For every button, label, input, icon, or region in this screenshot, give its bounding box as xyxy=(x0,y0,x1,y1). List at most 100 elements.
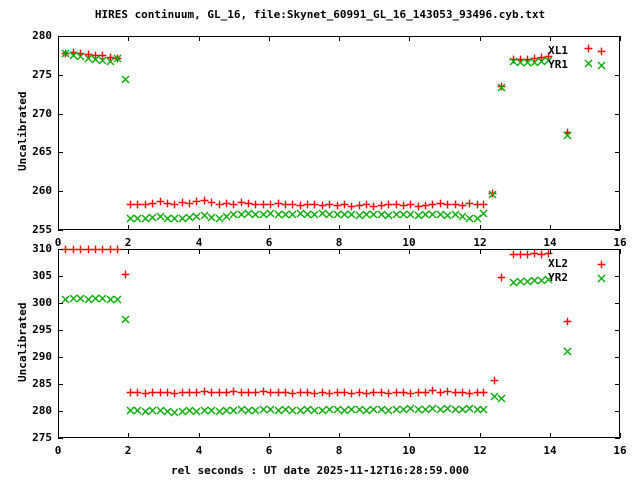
y-tick-mark xyxy=(58,249,63,250)
x-tick-mark xyxy=(58,433,59,438)
y-tick-mark xyxy=(58,276,63,277)
y-tick-label: 270 xyxy=(32,107,52,120)
x-tick-mark xyxy=(128,225,129,230)
y-tick-mark xyxy=(615,36,620,37)
legend-label: XL1 xyxy=(548,44,568,57)
legend-label: XL2 xyxy=(548,257,568,270)
x-tick-label: 10 xyxy=(402,236,416,249)
x-tick-mark xyxy=(409,433,410,438)
legend-marker-plus-icon xyxy=(597,46,606,59)
y-tick-label: 300 xyxy=(32,296,52,309)
x-tick-mark xyxy=(339,36,340,41)
x-tick-label: 8 xyxy=(335,444,343,457)
y-tick-mark xyxy=(615,384,620,385)
x-tick-mark xyxy=(199,36,200,41)
y-tick-mark xyxy=(615,114,620,115)
legend-marker-cross-icon xyxy=(597,60,606,73)
y-tick-mark xyxy=(615,75,620,76)
x-tick-mark xyxy=(339,249,340,254)
y-tick-label: 255 xyxy=(32,223,52,236)
x-tick-label: 12 xyxy=(473,236,487,249)
x-tick-mark xyxy=(620,225,621,230)
x-tick-mark xyxy=(199,433,200,438)
x-tick-mark xyxy=(480,249,481,254)
x-tick-label: 14 xyxy=(543,236,557,249)
y-tick-label: 275 xyxy=(32,68,52,81)
x-tick-mark xyxy=(550,36,551,41)
x-tick-mark xyxy=(620,249,621,254)
x-tick-mark xyxy=(409,225,410,230)
y-tick-mark xyxy=(58,152,63,153)
x-tick-label: 16 xyxy=(613,236,627,249)
y-tick-mark xyxy=(615,230,620,231)
x-tick-mark xyxy=(199,225,200,230)
x-tick-mark xyxy=(550,225,551,230)
y-tick-mark xyxy=(58,384,63,385)
legend-label: YR2 xyxy=(548,271,568,284)
x-tick-label: 14 xyxy=(543,444,557,457)
legend-marker-cross-icon xyxy=(597,273,606,286)
legend-entry-xl1: XL1 xyxy=(502,44,612,58)
x-tick-mark xyxy=(620,36,621,41)
x-tick-mark xyxy=(409,36,410,41)
x-tick-label: 16 xyxy=(613,444,627,457)
y-tick-mark xyxy=(615,152,620,153)
x-tick-label: 0 xyxy=(54,236,62,249)
x-tick-mark xyxy=(269,433,270,438)
y-tick-mark xyxy=(58,191,63,192)
x-tick-mark xyxy=(550,249,551,254)
y-tick-mark xyxy=(615,191,620,192)
y-tick-mark xyxy=(58,438,63,439)
page-title: HIRES continuum, GL_16, file:Skynet_6099… xyxy=(94,8,546,21)
y-tick-mark xyxy=(58,36,63,37)
x-tick-mark xyxy=(199,249,200,254)
x-tick-label: 10 xyxy=(402,444,416,457)
legend-entry-yr2: YR2 xyxy=(502,271,612,285)
x-tick-mark xyxy=(409,249,410,254)
legend-marker-plus-icon xyxy=(597,259,606,272)
x-tick-mark xyxy=(480,36,481,41)
y-tick-label: 285 xyxy=(32,377,52,390)
x-tick-mark xyxy=(480,225,481,230)
x-tick-mark xyxy=(269,225,270,230)
y-tick-label: 280 xyxy=(32,29,52,42)
x-tick-label: 2 xyxy=(124,444,132,457)
x-tick-mark xyxy=(58,225,59,230)
y-tick-mark xyxy=(615,249,620,250)
y-tick-label: 275 xyxy=(32,431,52,444)
legend-bottom: XL2 YR2 xyxy=(502,257,612,285)
x-tick-mark xyxy=(128,249,129,254)
x-tick-mark xyxy=(269,249,270,254)
x-tick-label: 8 xyxy=(335,236,343,249)
x-tick-mark xyxy=(128,433,129,438)
x-tick-label: 4 xyxy=(195,236,203,249)
x-tick-mark xyxy=(620,433,621,438)
y-tick-mark xyxy=(58,411,63,412)
x-tick-mark xyxy=(550,433,551,438)
x-tick-label: 6 xyxy=(265,444,273,457)
x-tick-mark xyxy=(339,433,340,438)
x-tick-label: 4 xyxy=(195,444,203,457)
y-tick-mark xyxy=(615,303,620,304)
y-tick-mark xyxy=(58,303,63,304)
y-tick-label: 310 xyxy=(32,242,52,255)
y-tick-mark xyxy=(615,357,620,358)
y-tick-mark xyxy=(615,411,620,412)
y-tick-mark xyxy=(58,330,63,331)
x-tick-mark xyxy=(339,225,340,230)
y-axis-label-bottom: Uncalibrated xyxy=(16,302,29,382)
x-tick-label: 0 xyxy=(54,444,62,457)
x-tick-label: 12 xyxy=(473,444,487,457)
y-tick-mark xyxy=(58,114,63,115)
y-tick-mark xyxy=(615,276,620,277)
x-tick-mark xyxy=(58,249,59,254)
x-tick-label: 2 xyxy=(124,236,132,249)
x-tick-mark xyxy=(480,433,481,438)
x-tick-mark xyxy=(128,36,129,41)
legend-label: YR1 xyxy=(548,58,568,71)
y-tick-label: 290 xyxy=(32,350,52,363)
y-tick-mark xyxy=(615,330,620,331)
